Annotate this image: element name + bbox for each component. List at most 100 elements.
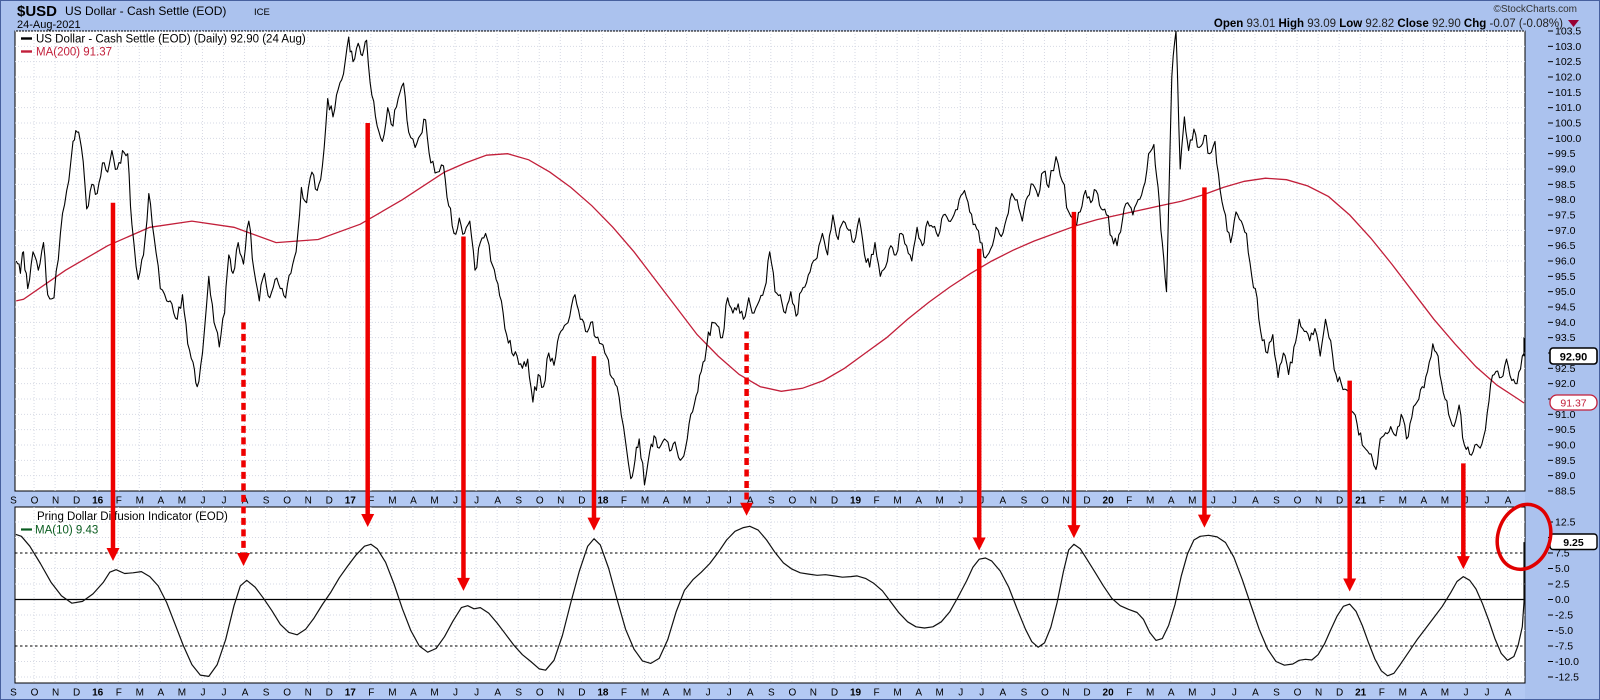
- month-label: A: [494, 496, 501, 507]
- month-label: 17: [345, 688, 357, 699]
- month-label: A: [915, 496, 922, 507]
- month-label: J: [958, 688, 963, 699]
- month-label: A: [663, 688, 670, 699]
- month-label: N: [305, 688, 312, 699]
- month-label: A: [1505, 496, 1512, 507]
- price-axis-tick: 92.5: [1555, 363, 1576, 375]
- month-label: M: [178, 496, 186, 507]
- symbol-label: $USD: [17, 3, 57, 20]
- month-label: S: [1021, 496, 1028, 507]
- last-price-value: 92.90: [1560, 352, 1588, 364]
- month-label: A: [1168, 496, 1175, 507]
- month-label: N: [1315, 688, 1322, 699]
- month-label: F: [368, 496, 374, 507]
- indicator-axis-tick: 0.0: [1555, 594, 1570, 606]
- month-label: S: [263, 688, 270, 699]
- month-label: 17: [345, 496, 357, 507]
- month-label: O: [788, 688, 796, 699]
- month-label: D: [1083, 688, 1090, 699]
- month-label: N: [810, 496, 817, 507]
- month-label: M: [1441, 496, 1449, 507]
- price-axis-tick: 102.0: [1555, 72, 1581, 84]
- month-label: D: [578, 688, 585, 699]
- month-label: 18: [597, 688, 609, 699]
- month-label: N: [305, 496, 312, 507]
- month-label: 21: [1355, 688, 1367, 699]
- month-label: O: [1041, 688, 1049, 699]
- month-label: N: [810, 688, 817, 699]
- month-label: M: [1188, 688, 1196, 699]
- month-label: J: [706, 688, 711, 699]
- month-label: A: [1252, 688, 1259, 699]
- indicator-axis-tick: 12.5: [1555, 517, 1576, 529]
- date-strip-upper-bg: [15, 491, 1525, 507]
- month-label: J: [1463, 688, 1468, 699]
- month-label: S: [768, 688, 775, 699]
- price-axis-tick: 88.5: [1555, 486, 1576, 498]
- month-label: J: [979, 688, 984, 699]
- price-line: [15, 31, 1525, 486]
- month-label: M: [936, 688, 944, 699]
- indicator-axis-tick: -5.0: [1555, 625, 1573, 637]
- month-label: J: [727, 496, 732, 507]
- chart-title: US Dollar - Cash Settle (EOD): [65, 4, 226, 18]
- price-axis-tick: 90.0: [1555, 440, 1576, 452]
- month-label: A: [1252, 496, 1259, 507]
- month-label: M: [388, 688, 396, 699]
- month-label: A: [747, 688, 754, 699]
- month-label: J: [727, 688, 732, 699]
- down-arrow-head-icon: [740, 502, 754, 516]
- month-label: M: [641, 688, 649, 699]
- month-label: D: [1336, 688, 1343, 699]
- ma200-value-tag: 91.37: [1549, 394, 1598, 411]
- month-label: O: [1294, 688, 1302, 699]
- month-label: D: [73, 688, 80, 699]
- month-label: S: [1273, 688, 1280, 699]
- price-axis-tick: 93.5: [1555, 332, 1576, 344]
- down-arrow-head-icon: [972, 537, 986, 551]
- price-axis-tick: 103.5: [1555, 26, 1581, 38]
- month-label: S: [1273, 496, 1280, 507]
- month-label: M: [388, 496, 396, 507]
- month-label: N: [1062, 496, 1069, 507]
- month-label: N: [52, 688, 59, 699]
- month-label: S: [515, 688, 522, 699]
- ma200-legend-label: MA(200) 91.37: [36, 47, 112, 59]
- last-price-tag: 92.90: [1549, 347, 1598, 365]
- month-label: J: [1211, 496, 1216, 507]
- month-label: M: [893, 496, 901, 507]
- month-label: M: [1146, 496, 1154, 507]
- price-axis-tick: 90.5: [1555, 424, 1576, 436]
- down-arrow-head-icon: [456, 577, 470, 591]
- month-label: F: [621, 496, 627, 507]
- price-panel: [14, 30, 1526, 492]
- indicator-line: [15, 525, 1525, 677]
- month-label: J: [706, 496, 711, 507]
- down-arrow-head-icon: [361, 513, 375, 527]
- month-label: 19: [850, 688, 862, 699]
- price-axis-tick: 95.5: [1555, 271, 1576, 283]
- price-axis-tick: 94.5: [1555, 302, 1576, 314]
- month-label: 18: [597, 496, 609, 507]
- month-label: J: [979, 496, 984, 507]
- month-label: J: [222, 496, 227, 507]
- month-label: M: [178, 688, 186, 699]
- month-label: A: [1421, 496, 1428, 507]
- price-axis-tick: 98.0: [1555, 194, 1576, 206]
- price-axis-tick: 96.5: [1555, 240, 1576, 252]
- change-down-triangle-icon: [1568, 20, 1579, 27]
- month-label: A: [158, 496, 165, 507]
- down-arrow-head-icon: [1197, 514, 1211, 528]
- month-label: M: [1188, 496, 1196, 507]
- month-label: M: [1399, 496, 1407, 507]
- month-label: N: [1062, 688, 1069, 699]
- month-label: O: [1041, 496, 1049, 507]
- month-label: D: [1083, 496, 1090, 507]
- month-label: J: [453, 496, 458, 507]
- month-label: J: [453, 688, 458, 699]
- exchange-label: ICE: [254, 7, 270, 18]
- month-label: D: [831, 688, 838, 699]
- month-label: O: [788, 496, 796, 507]
- ohlc-quote: Open 93.01 High 93.09 Low 92.82 Close 92…: [1214, 18, 1563, 30]
